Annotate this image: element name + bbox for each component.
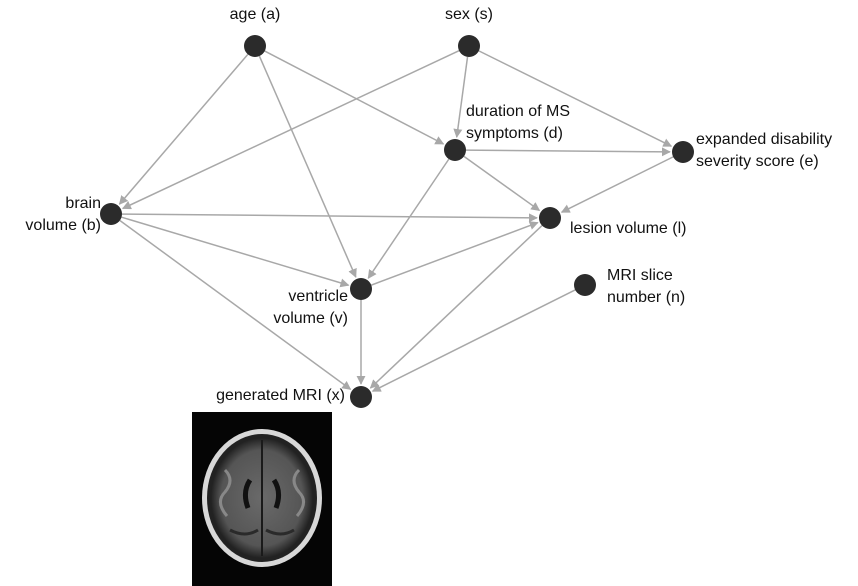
node [458,35,480,57]
node-label: volume (v) [273,310,348,327]
edge [123,51,459,209]
node-label: generated MRI (x) [216,387,345,404]
node [672,141,694,163]
edge [370,226,542,388]
edge [466,150,670,152]
node [574,274,596,296]
node [244,35,266,57]
edge [464,156,539,210]
causal-graph: age (a) sex (s) duration of MS symptoms (d)… [0,0,858,586]
edge [122,217,349,285]
node [350,278,372,300]
node [444,139,466,161]
edge [259,56,355,277]
node-label: lesion volume (l) [570,220,686,237]
node-label: duration of MS [466,103,570,120]
node-label: expanded disability [696,131,832,148]
node [350,386,372,408]
node-label: age (a) [230,6,281,23]
node-label: symptoms (d) [466,125,563,142]
node-label: MRI slice [607,267,673,284]
edge [373,290,576,391]
edge [119,54,247,204]
node-label: number (n) [607,289,685,306]
node-label: severity score (e) [696,153,819,170]
node [539,207,561,229]
node [100,203,122,225]
mri-image [192,412,332,586]
edge [562,157,674,212]
node-label: sex (s) [445,6,493,23]
node-label: ventricle [288,288,348,305]
nodes: age (a) sex (s) duration of MS symptoms (d)… [25,6,832,408]
node-label: volume (b) [25,217,101,234]
node-label: brain [65,195,101,212]
